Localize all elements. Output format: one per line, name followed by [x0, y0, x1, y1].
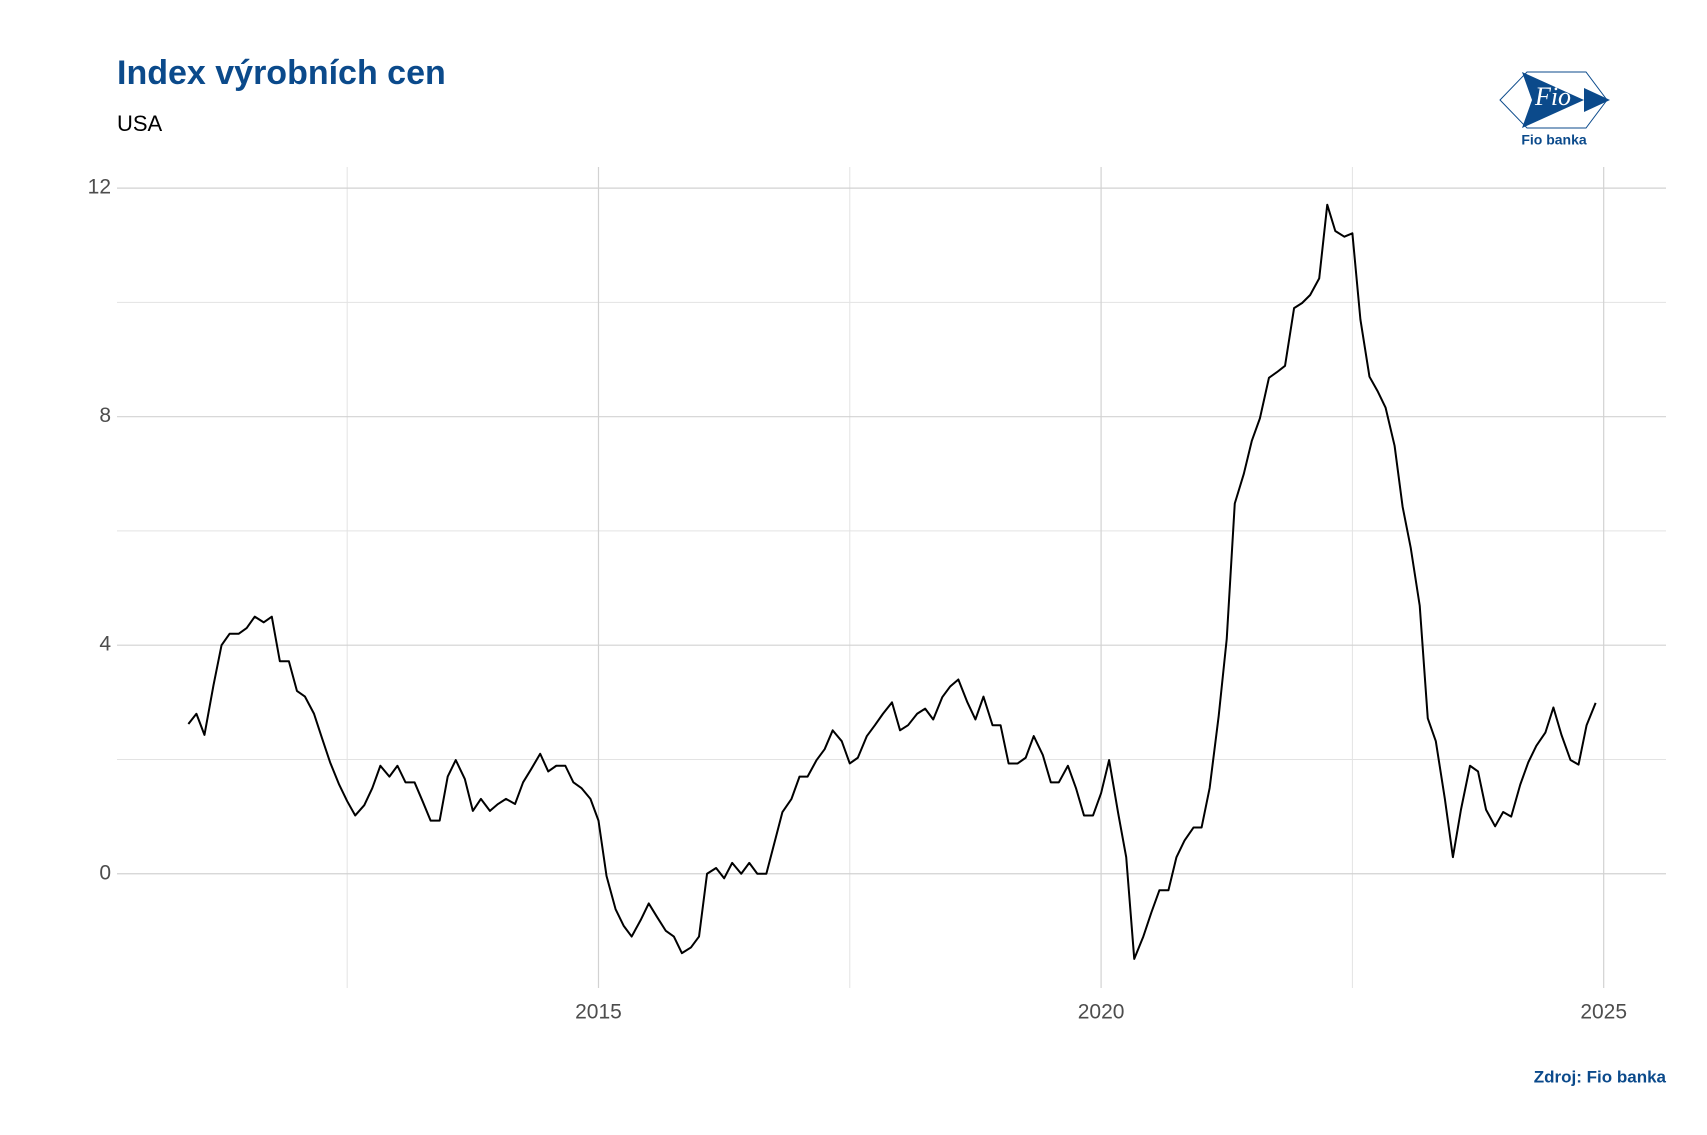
chart-title: Index výrobních cen: [117, 54, 446, 92]
y-tick-label: 12: [88, 176, 111, 199]
source-note: Zdroj: Fio banka: [1534, 1067, 1667, 1086]
chart-subtitle: USA: [117, 111, 163, 136]
logo-caption: Fio banka: [1521, 132, 1587, 148]
y-tick-label: 4: [99, 633, 111, 656]
y-tick-label: 0: [99, 861, 111, 884]
logo-tip: [1584, 88, 1610, 112]
y-tick-label: 8: [99, 404, 111, 427]
data-line: [187, 203, 1597, 960]
logo-flag: [1522, 72, 1584, 128]
logo-mark: Fio: [1534, 82, 1571, 111]
x-tick-label: 2015: [575, 1001, 622, 1024]
x-tick-label: 2025: [1580, 1001, 1627, 1024]
x-tick-label: 2020: [1078, 1001, 1125, 1024]
logo: Fio Fio banka: [1499, 71, 1610, 148]
